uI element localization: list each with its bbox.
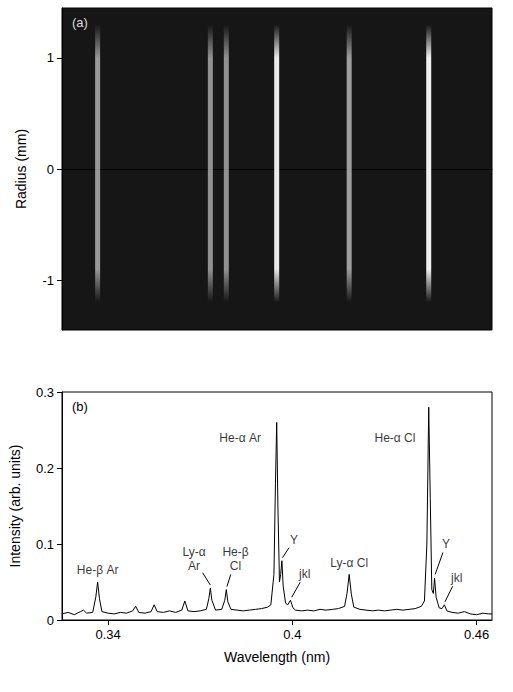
svg-text:0: 0 xyxy=(47,162,54,177)
svg-text:He-β: He-β xyxy=(222,545,248,559)
svg-text:Intensity (arb. units): Intensity (arb. units) xyxy=(7,445,23,568)
svg-text:0.1: 0.1 xyxy=(36,537,54,552)
svg-text:He-β Ar: He-β Ar xyxy=(77,563,119,577)
svg-text:Cl: Cl xyxy=(230,559,241,573)
svg-text:(b): (b) xyxy=(72,399,88,414)
svg-text:Radius (mm): Radius (mm) xyxy=(13,129,29,209)
svg-text:0.46: 0.46 xyxy=(464,627,489,642)
svg-text:0.3: 0.3 xyxy=(36,385,54,400)
svg-text:Ly-α: Ly-α xyxy=(182,545,205,559)
svg-text:jkl: jkl xyxy=(450,571,462,585)
svg-text:Wavelength (nm): Wavelength (nm) xyxy=(224,649,330,665)
svg-text:0.2: 0.2 xyxy=(36,461,54,476)
svg-text:1: 1 xyxy=(47,50,54,65)
svg-text:He-α Cl: He-α Cl xyxy=(374,431,415,445)
svg-text:0.34: 0.34 xyxy=(95,627,120,642)
svg-text:jkl: jkl xyxy=(298,567,310,581)
svg-text:0.4: 0.4 xyxy=(283,627,301,642)
svg-text:Ly-α Cl: Ly-α Cl xyxy=(330,556,368,570)
svg-text:(a): (a) xyxy=(72,15,88,30)
svg-text:-1: -1 xyxy=(42,273,54,288)
svg-text:Ar: Ar xyxy=(188,559,200,573)
svg-text:Y: Y xyxy=(290,533,298,547)
svg-text:0: 0 xyxy=(47,613,54,628)
svg-text:He-α Ar: He-α Ar xyxy=(219,431,261,445)
svg-text:Y: Y xyxy=(442,537,450,551)
